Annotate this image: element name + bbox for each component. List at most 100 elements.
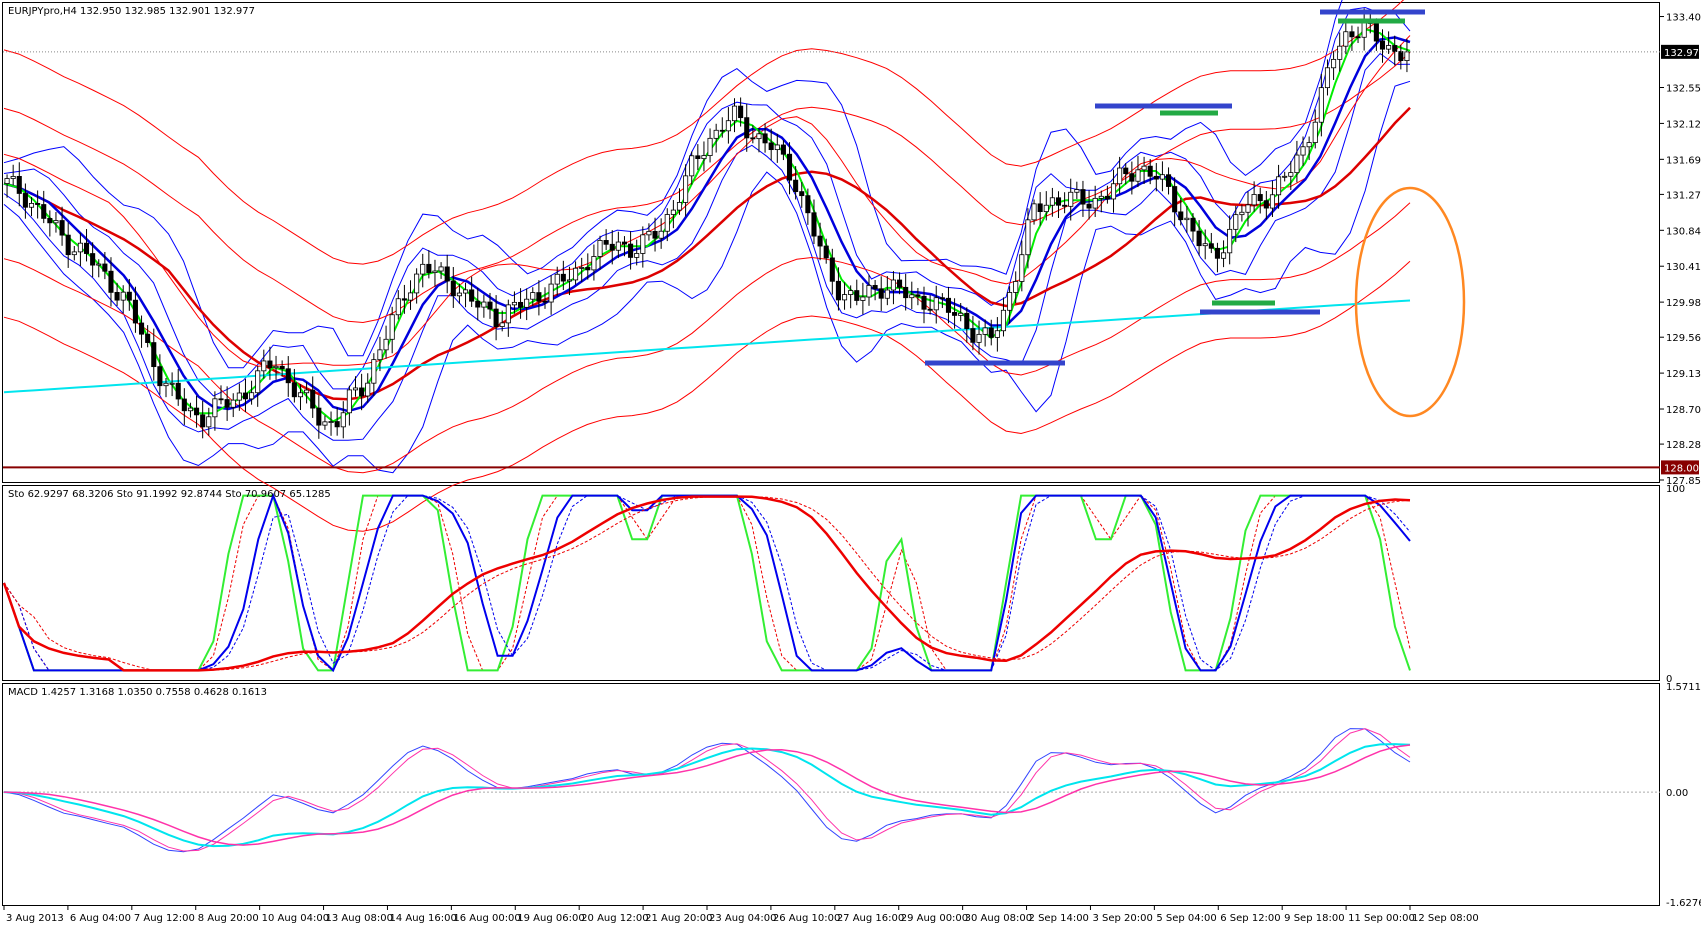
- candle-body: [322, 421, 328, 426]
- stochastic-slow-signal-line: [3, 496, 1411, 671]
- candle-body: [420, 263, 426, 275]
- candle-body: [1294, 154, 1300, 174]
- candle-body: [1318, 87, 1324, 123]
- candle-body: [1373, 22, 1379, 42]
- time-tick-label: 3 Sep 20:00: [1092, 913, 1152, 924]
- candle-body: [518, 301, 524, 308]
- stochastic-tick-label: 0: [1666, 674, 1672, 685]
- candle-body: [756, 133, 762, 140]
- candle-body: [212, 398, 218, 418]
- candle-body: [1331, 58, 1337, 69]
- candle-body: [200, 414, 206, 428]
- candle-body: [1159, 174, 1165, 180]
- bollinger-lower-inner-line: [3, 52, 1411, 441]
- time-tick-label: 14 Aug 16:00: [389, 913, 456, 924]
- candle-body: [139, 322, 145, 335]
- candle-body: [444, 266, 450, 282]
- candle-body: [102, 263, 108, 272]
- candle-body: [1141, 165, 1147, 171]
- support-price-label: 128.001: [1664, 463, 1701, 474]
- stochastic-pane[interactable]: [2, 485, 1660, 681]
- highlight-ellipse[interactable]: [1354, 186, 1466, 418]
- candle-body: [206, 416, 212, 428]
- candle-body: [114, 291, 120, 301]
- time-tick-label: 29 Aug 00:00: [901, 913, 968, 924]
- macd-tick-label: -1.6276: [1666, 898, 1701, 909]
- support-price-box: [1661, 460, 1699, 475]
- candle-body: [573, 267, 579, 281]
- candle-body: [670, 209, 676, 215]
- candle-body: [1245, 204, 1251, 213]
- candle-body: [725, 120, 731, 132]
- candle-body: [175, 382, 181, 400]
- candle-body: [768, 142, 774, 151]
- price-tick-label: 131.690: [1666, 155, 1701, 166]
- candle-body: [346, 389, 352, 414]
- candle-body: [683, 175, 689, 203]
- candle-body: [701, 155, 707, 160]
- candle-body: [181, 398, 187, 412]
- envelope-upper-line: [3, 0, 1405, 265]
- current-price-label: 132.977: [1664, 48, 1701, 59]
- candle-body: [976, 333, 982, 343]
- price-tick-label: 128.280: [1666, 440, 1701, 451]
- candle-body: [1392, 45, 1398, 52]
- candle-body: [762, 133, 768, 144]
- candle-body: [1276, 176, 1282, 196]
- candle-body: [1123, 167, 1129, 175]
- candle-body: [1239, 211, 1245, 216]
- candle-body: [1221, 252, 1227, 259]
- time-axis: 3 Aug 2013 6 Aug 04:00 7 Aug 12:00 8 Aug 20…: [3, 906, 1479, 924]
- candle-body: [860, 296, 866, 301]
- candle-body: [505, 304, 511, 324]
- annotation-layer[interactable]: [925, 9, 1466, 418]
- candle-body: [1031, 203, 1037, 221]
- main-price-pane[interactable]: [2, 2, 1660, 483]
- time-tick-label: 27 Aug 16:00: [837, 913, 904, 924]
- candle-body: [1257, 194, 1263, 202]
- time-tick-label: 2 Sep 14:00: [1029, 913, 1089, 924]
- candle-body: [1337, 45, 1343, 60]
- candle-body: [615, 241, 621, 251]
- candle-body: [982, 327, 988, 335]
- candle-body: [1312, 121, 1318, 143]
- candle-body: [157, 366, 163, 387]
- candle-body: [1386, 45, 1392, 50]
- moving-average-blue-thick: [3, 36, 1411, 413]
- price-tick-label: 130.840: [1666, 226, 1701, 237]
- candle-body: [676, 202, 683, 211]
- candle-body: [1165, 174, 1172, 187]
- candle-body: [945, 297, 952, 313]
- candle-body: [554, 273, 560, 285]
- candle-body: [1398, 51, 1404, 61]
- candle-body: [487, 301, 493, 310]
- candle-body: [591, 256, 597, 271]
- candle-body: [224, 399, 230, 408]
- price-plot-layer: [3, 0, 1411, 532]
- candle-body: [719, 129, 725, 132]
- candle-body: [1092, 197, 1098, 209]
- time-tick-label: 26 Aug 10:00: [773, 913, 840, 924]
- candle-body: [1300, 146, 1306, 156]
- candle-body: [866, 285, 872, 298]
- candle-body: [530, 292, 536, 300]
- candle-body: [16, 176, 22, 194]
- candle-body: [310, 389, 316, 409]
- time-tick-label: 19 Aug 06:00: [517, 913, 584, 924]
- candle-body: [169, 382, 175, 385]
- candle-body: [1355, 36, 1361, 39]
- candle-body: [689, 155, 695, 177]
- candle-body: [108, 270, 114, 293]
- candle-body: [970, 328, 976, 343]
- candle-body: [261, 360, 267, 372]
- candle-body: [352, 387, 359, 391]
- stochastic-fast-line: [3, 494, 1411, 672]
- stochastic-axis: 100 0: [1666, 484, 1685, 685]
- candle-body: [1086, 203, 1092, 209]
- macd-header: MACD 1.4257 1.3168 1.0350 0.7558 0.4628 …: [8, 687, 267, 698]
- macd-pane[interactable]: [2, 683, 1660, 906]
- time-tick-label: 6 Sep 12:00: [1220, 913, 1280, 924]
- candle-body: [964, 312, 970, 329]
